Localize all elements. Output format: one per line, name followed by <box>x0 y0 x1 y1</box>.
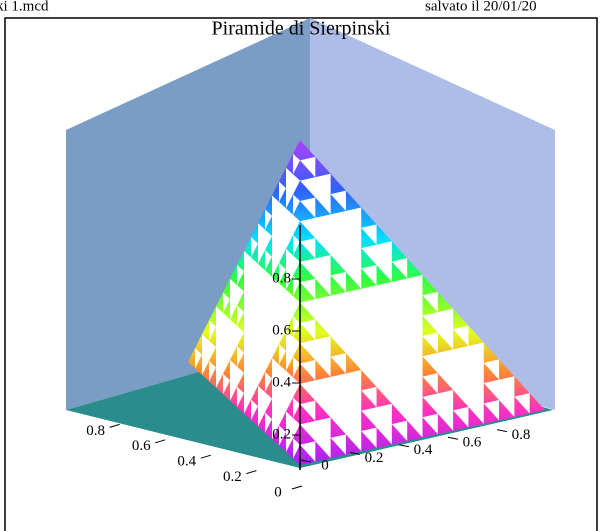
y-tick-label: 0 <box>321 457 329 473</box>
x-tick-label: 0.8 <box>86 423 105 439</box>
y-tick-label: 0.8 <box>512 427 531 443</box>
y-tick-label: 0.4 <box>414 442 433 458</box>
y-tick-label: 0.2 <box>365 450 384 466</box>
page: ki 1.mcd salvato il 20/01/20 Piramide di… <box>0 0 602 531</box>
y-tick-label: 0.6 <box>463 435 482 451</box>
z-tick-label: 0.6 <box>272 322 291 338</box>
save-date: salvato il 20/01/20 <box>425 0 537 14</box>
file-name: ki 1.mcd <box>0 0 49 14</box>
x-tick-label: 0.4 <box>177 454 196 470</box>
chart-title: Piramide di Sierpinski <box>212 18 391 40</box>
z-tick-label: 0.2 <box>272 426 291 442</box>
x-tick-label: 0.6 <box>132 438 151 454</box>
x-tick-label: 0.2 <box>223 469 242 485</box>
z-tick-label: 0.8 <box>272 270 291 286</box>
x-tick-label: 0 <box>274 484 282 500</box>
z-tick-label: 0.4 <box>272 374 291 390</box>
